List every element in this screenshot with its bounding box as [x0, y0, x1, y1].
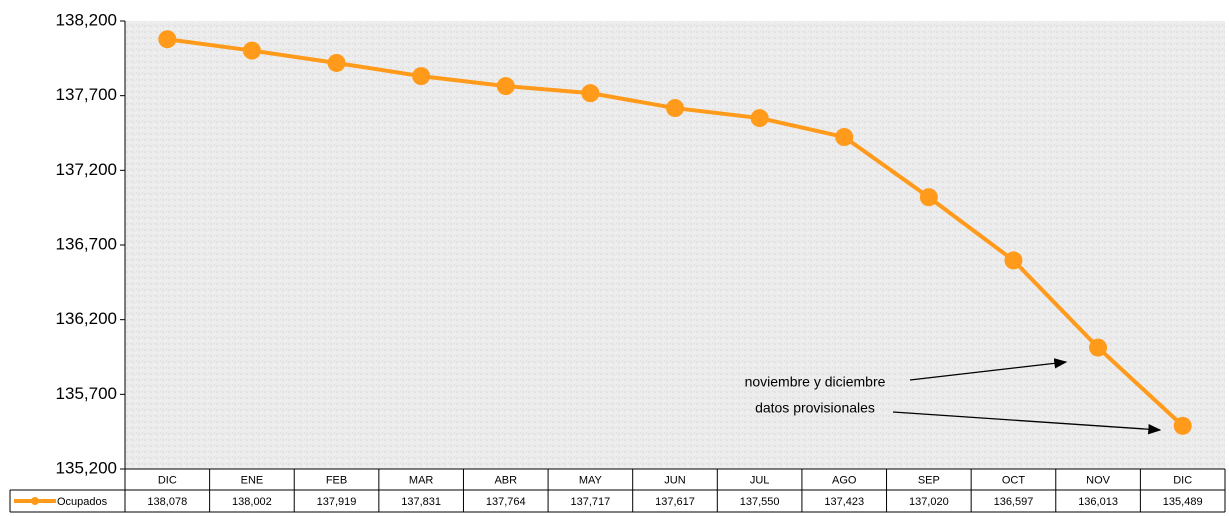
marker [666, 99, 684, 118]
data-label: 137,423 [824, 496, 864, 508]
annotation-arrow [892, 411, 1162, 435]
marker [1004, 251, 1023, 270]
data-label: 137,617 [655, 496, 695, 508]
marker [581, 84, 600, 103]
marker [919, 188, 938, 207]
x-tick-label: AGO [832, 474, 857, 486]
annotation: noviembre y diciembre [745, 374, 886, 390]
data-label: 136,013 [1078, 496, 1118, 508]
data-label: 135,489 [1163, 496, 1203, 508]
x-tick-label: FEB [326, 474, 347, 486]
data-label: 137,919 [317, 496, 357, 508]
x-tick-label: ABR [494, 474, 517, 486]
x-tick-label: MAR [409, 474, 434, 486]
x-tick-label: JUL [750, 474, 770, 486]
plot-area [125, 21, 1225, 469]
legend-label: Ocupados [57, 496, 108, 508]
legend-swatch [31, 497, 39, 505]
marker [158, 30, 177, 49]
marker [496, 77, 515, 96]
marker [327, 53, 346, 72]
data-label: 137,717 [571, 496, 611, 508]
data-label: 137,764 [486, 496, 526, 508]
marker [412, 67, 431, 86]
data-label: 138,078 [147, 496, 187, 508]
y-tick-label: 138,200 [56, 10, 117, 29]
data-label: 137,831 [401, 496, 441, 508]
annotation: datos provisionales [755, 400, 875, 416]
marker [750, 109, 769, 128]
y-tick-label: 137,700 [56, 85, 117, 104]
data-label: 137,550 [740, 496, 780, 508]
data-label: 137,020 [909, 496, 949, 508]
marker [242, 41, 261, 60]
x-tick-label: SEP [918, 474, 940, 486]
annotation-arrow [909, 358, 1068, 381]
y-tick-label: 135,200 [56, 458, 117, 477]
x-tick-label: NOV [1086, 474, 1111, 486]
y-tick-label: 135,700 [56, 384, 117, 403]
marker [1089, 338, 1108, 357]
y-tick-label: 136,200 [56, 309, 117, 328]
x-tick-label: ENE [241, 474, 264, 486]
y-tick-label: 137,200 [56, 160, 117, 179]
marker [835, 128, 854, 147]
x-tick-label: DIC [1173, 474, 1192, 486]
data-label: 136,597 [994, 496, 1034, 508]
x-tick-label: JUN [664, 474, 685, 486]
y-tick-label: 136,700 [56, 234, 117, 253]
x-tick-label: DIC [158, 474, 177, 486]
data-label: 138,002 [232, 496, 272, 508]
marker [1173, 416, 1192, 435]
x-tick-label: MAY [579, 474, 603, 486]
x-tick-label: OCT [1002, 474, 1026, 486]
